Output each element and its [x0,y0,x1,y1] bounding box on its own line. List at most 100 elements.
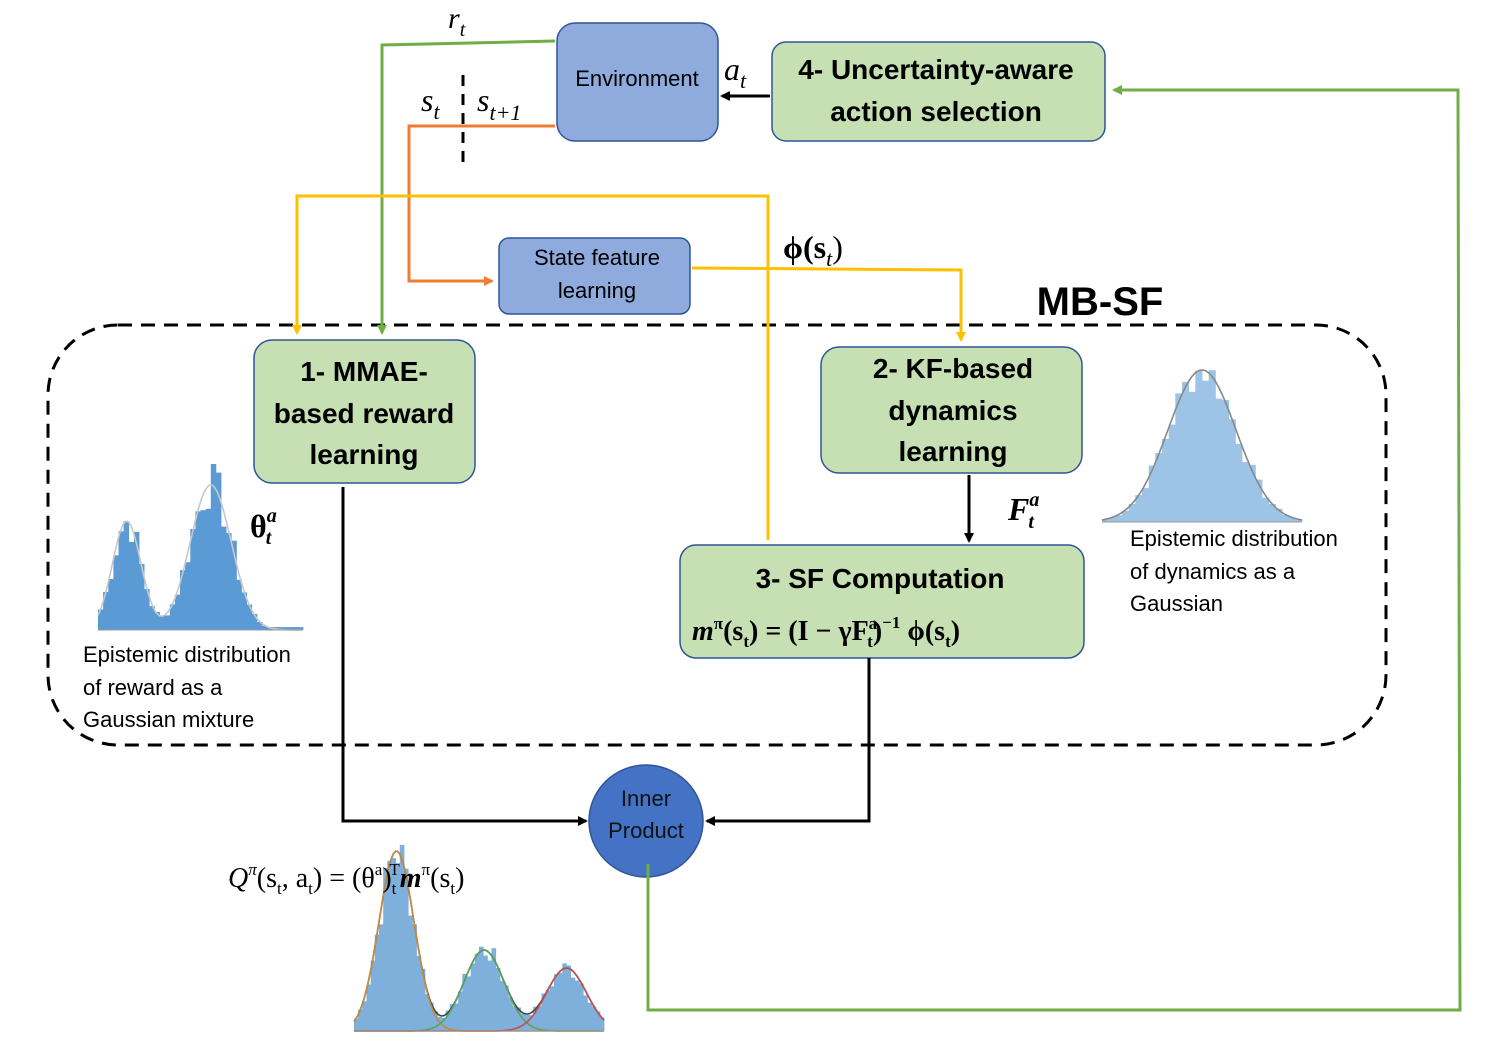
histogram-bar [180,570,186,630]
histogram-bar [98,609,104,630]
action-selection-line2: action selection [830,96,1042,127]
histogram-bar [251,613,258,630]
mbsf-boundary [46,323,1388,747]
histogram-bar [537,1006,542,1031]
histogram-bar [587,1002,592,1031]
histogram-bar [574,980,580,1031]
r-t-label: rt [448,2,466,41]
histogram-bar [483,955,488,1031]
histogram-bar [541,993,547,1031]
action-selection-line1: 4- Uncertainty-aware [798,54,1073,85]
histogram-bar [133,531,140,630]
histogram-bar [144,589,150,630]
histogram-bar [508,997,513,1031]
dynamics-learning-box[interactable] [820,346,1083,474]
histogram-bar [516,1007,522,1031]
theta-label: θa t [250,505,277,549]
histogram-bar [287,627,294,630]
histogram-bar [399,844,405,1031]
histogram-bar [370,960,376,1031]
dynamics-learning-line3: learning [899,436,1008,467]
histogram-bar [1168,424,1176,522]
histogram-bar [236,579,242,630]
state-feature-box[interactable] [498,237,691,315]
phi-to-dynamics-line [691,266,966,342]
histogram-bar [1142,488,1150,522]
q-distribution-histogram [353,844,605,1032]
histogram-bar [391,858,397,1031]
histogram-bar [1215,398,1223,522]
histogram-bar [499,980,505,1031]
histogram-bar [470,963,476,1031]
histogram-bar [1248,464,1256,522]
q-formula: Qπ(st, at) = (θa)tTmπ(st) [228,860,464,898]
histogram-bar [1262,497,1270,522]
histogram-bar [210,464,217,630]
histogram-bar [433,1011,438,1031]
histogram-bar [358,1009,363,1031]
histogram-bar [164,615,171,630]
histogram-bar [246,604,253,630]
histogram-bar [1102,519,1110,522]
histogram-bar [558,972,563,1031]
histogram-bar [545,990,551,1031]
histogram-bar [599,1017,605,1031]
histogram-bar [118,531,124,630]
histogram-bar [159,615,165,630]
histogram-bar [412,924,417,1031]
histogram-bar [383,868,388,1031]
histogram-bar [190,529,196,630]
histogram-bar [1275,508,1283,522]
reward-learning-box[interactable] [253,339,476,484]
histogram-bar [297,627,304,630]
reward-caption-line3: Gaussian mixture [83,707,254,732]
histogram-bar [1202,380,1210,522]
dynamics-caption-line1: Epistemic distribution [1130,526,1338,551]
state-feature-line1: State feature [534,245,660,270]
action-selection-box[interactable] [771,41,1106,142]
histogram-bar [1175,393,1183,522]
histogram-bar [533,1006,538,1031]
histogram-bar [1122,510,1130,522]
histogram-bar [1282,515,1290,522]
histogram-bar [1108,517,1116,522]
histogram-bar [200,510,206,630]
sf-formula: mπ(st) = (I − γFa t)−1 ϕ(st) [692,613,960,651]
histogram-bar [408,915,413,1031]
histogram-bar [495,967,501,1031]
sf-computation-box[interactable] [679,544,1085,659]
inner-product-node[interactable] [588,764,704,878]
reward-distribution-histogram [97,464,304,631]
histogram-bar [512,1006,517,1031]
histogram-bar [205,508,212,630]
histogram-bar [241,592,247,630]
histogram-bar [491,948,497,1031]
q-feedback-line [646,85,1462,1012]
histogram-bar [429,1002,434,1031]
histogram-bar [1162,438,1170,522]
histogram-bar [1295,519,1303,522]
histogram-bar [362,1001,367,1031]
inner-product-line1: Inner [621,786,671,811]
reward-learning-line1: 1- MMAE- [300,356,428,387]
histogram-bar [529,1015,534,1031]
histogram-bar [1268,504,1276,522]
histogram-bar [174,594,181,630]
histogram-bar [215,472,222,630]
s-t1-label: st+1 [477,82,521,125]
histogram-bar [123,521,130,630]
histogram-bar [1188,391,1196,522]
histogram-bar [221,526,227,630]
histogram-bar [1235,443,1243,522]
sf-to-inner-line [705,658,871,826]
histogram-bar [454,1003,459,1031]
histogram-bar [195,511,201,630]
histogram-bar [474,953,480,1031]
histogram-bar [282,627,288,630]
reward-caption-line2: of reward as a [83,675,223,700]
histogram-bar [267,627,273,630]
histogram-bar [520,1013,526,1031]
environment-label: Environment [575,66,699,91]
histogram-bar [1115,515,1123,522]
environment-box[interactable] [556,22,719,142]
